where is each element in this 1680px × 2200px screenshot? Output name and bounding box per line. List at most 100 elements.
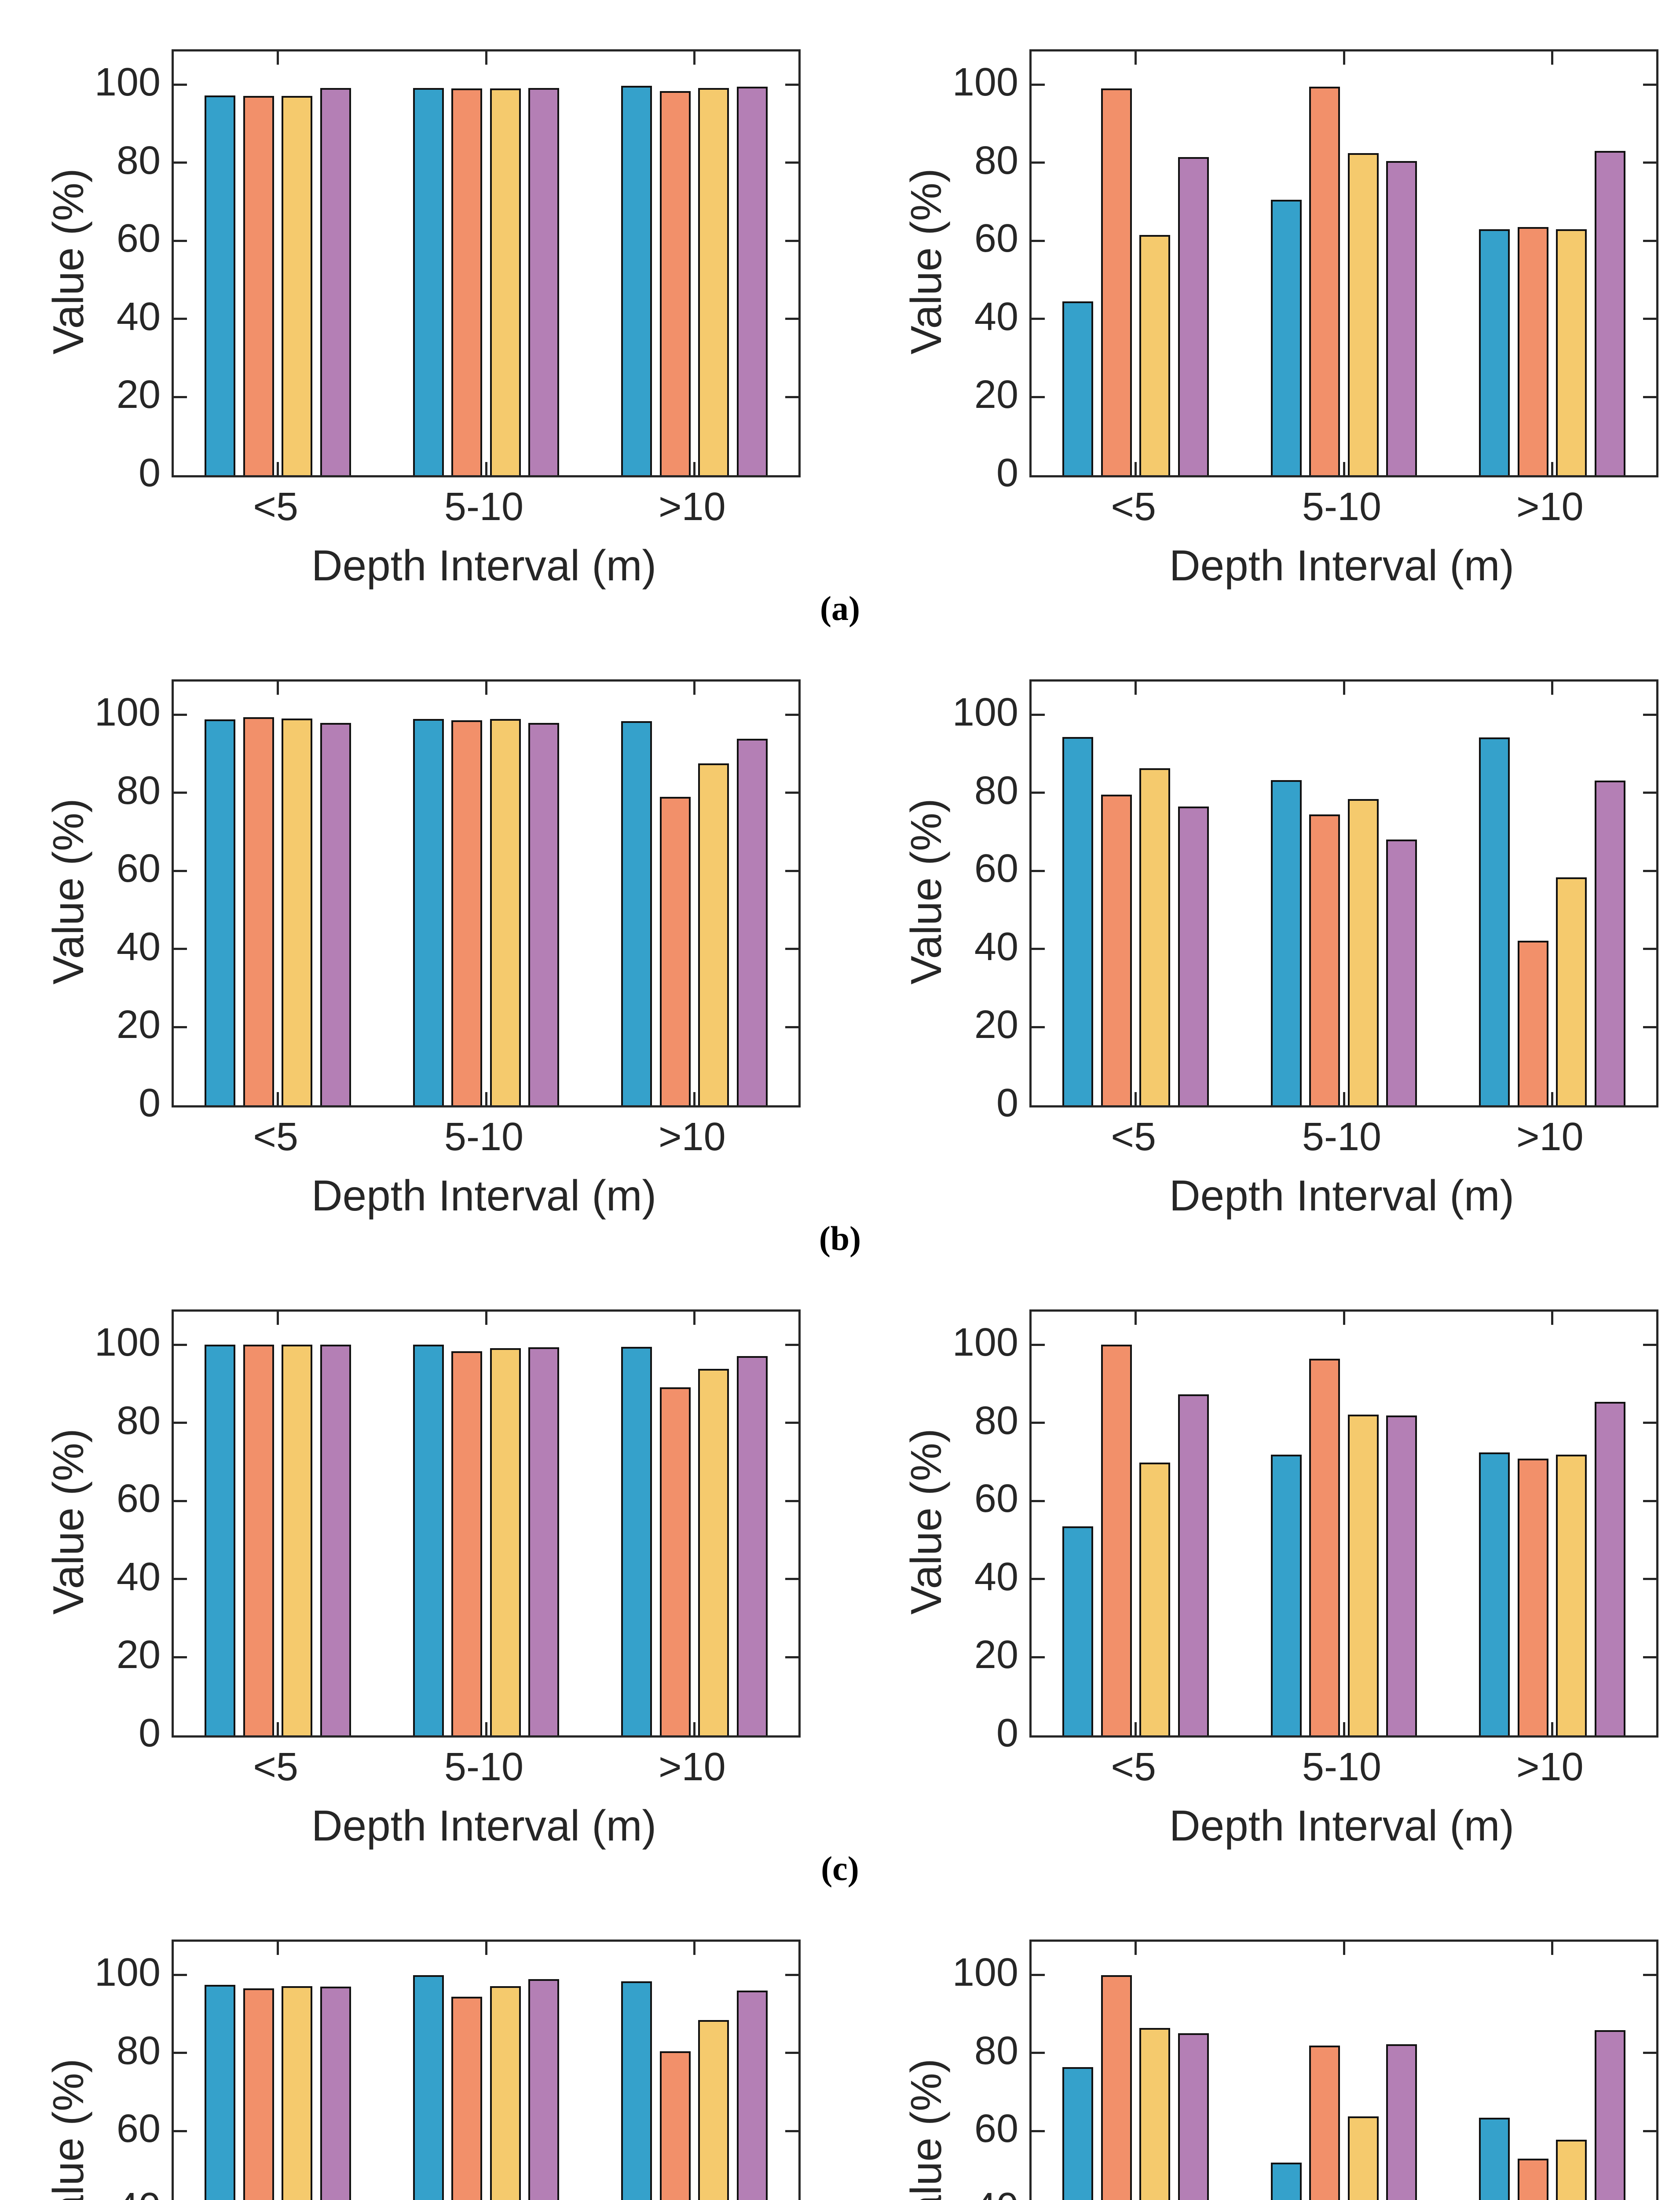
x-tick-label: >10 [1516, 1745, 1584, 1789]
chart-a-right: Value (%) 0 20 40 60 80 100 <5 5-10 >10 Depth Inte… [884, 0, 1676, 630]
x-tick-mark [1135, 1092, 1137, 1105]
y-tick-mark [174, 1973, 187, 1976]
bar-yellow->10 [698, 2020, 729, 2200]
y-tick-mark [1643, 1343, 1656, 1346]
y-tick-mark [785, 948, 798, 950]
y-tick-label: 60 [116, 2107, 161, 2151]
y-tick-mark [785, 396, 798, 398]
x-tick-label: 5-10 [444, 1115, 524, 1159]
x-axis-title: Depth Interval (m) [1169, 1801, 1515, 1850]
y-tick-mark [174, 869, 187, 872]
bar-orange->10 [1517, 2159, 1548, 2200]
bar-orange->10 [659, 796, 691, 1105]
bar-yellow-<5 [282, 1986, 313, 2200]
y-tick-mark [174, 318, 187, 320]
x-tick-mark [277, 1312, 279, 1325]
x-tick-mark [1343, 1722, 1345, 1735]
y-tick-mark [1032, 713, 1045, 716]
x-axis-title: Depth Interval (m) [311, 541, 657, 590]
y-tick-mark [1032, 792, 1045, 794]
y-tick-mark [1032, 161, 1045, 164]
bar-purple->10 [736, 1356, 768, 1735]
bar-yellow-5-10 [490, 1986, 521, 2200]
y-tick-mark [174, 1578, 187, 1580]
bar-blue-<5 [1062, 301, 1094, 475]
y-tick-label: 0 [138, 1711, 161, 1755]
y-tick-label: 80 [974, 2028, 1018, 2073]
y-tick-mark [785, 1656, 798, 1658]
x-tick-label: <5 [1111, 485, 1156, 529]
bar-orange-<5 [243, 1988, 274, 2200]
bar-purple-<5 [1178, 157, 1209, 475]
bar-yellow-<5 [282, 1345, 313, 1735]
y-tick-label: 80 [116, 138, 161, 183]
y-tick-mark [1032, 396, 1045, 398]
x-tick-mark [485, 51, 487, 65]
bar-orange-5-10 [451, 1351, 483, 1735]
x-tick-mark [1551, 1312, 1553, 1325]
bar-yellow-<5 [1139, 2028, 1171, 2200]
y-tick-mark [174, 1422, 187, 1424]
y-tick-mark [1032, 2052, 1045, 2054]
y-tick-mark [1643, 239, 1656, 242]
bar-yellow-<5 [1139, 1462, 1171, 1735]
figure-row-b: Value (%) 0 20 40 60 80 100 <5 5-10 >10 Depth Inte… [0, 630, 1680, 1260]
bar-purple-5-10 [1386, 161, 1417, 475]
y-tick-label: 60 [974, 847, 1018, 891]
y-tick-label: 20 [974, 373, 1018, 417]
bar-yellow->10 [698, 1368, 729, 1735]
bar-purple->10 [736, 1990, 768, 2200]
x-tick-label: >10 [1516, 1115, 1584, 1159]
subfigure-label-c: (c) [821, 1849, 859, 1888]
y-tick-mark [1643, 792, 1656, 794]
y-tick-label: 80 [974, 138, 1018, 183]
x-tick-mark [693, 1092, 695, 1105]
bar-orange-5-10 [451, 1997, 483, 2200]
bar-blue-<5 [205, 719, 236, 1105]
x-tick-mark [1135, 1722, 1137, 1735]
x-tick-mark [1135, 1312, 1137, 1325]
bar-yellow-5-10 [490, 1348, 521, 1735]
y-tick-label: 100 [952, 1320, 1018, 1365]
bar-orange-5-10 [1309, 1359, 1340, 1735]
y-tick-label: 60 [974, 1477, 1018, 1521]
y-tick-label: 40 [908, 2183, 1018, 2200]
bar-blue-5-10 [413, 1345, 444, 1735]
y-tick-mark [785, 83, 798, 86]
x-tick-label: <5 [253, 1745, 298, 1789]
bar-purple->10 [1594, 1402, 1625, 1735]
bar-yellow-<5 [282, 719, 313, 1105]
x-tick-label: >10 [1516, 485, 1584, 529]
y-tick-label: 60 [116, 216, 161, 261]
bar-purple-5-10 [1386, 2044, 1417, 2200]
y-tick-mark [174, 1500, 187, 1502]
y-tick-mark [1643, 83, 1656, 86]
y-tick-mark [1032, 2130, 1045, 2132]
y-tick-mark [1032, 1973, 1045, 1976]
x-tick-mark [1135, 1942, 1137, 1955]
figure-row-c: Value (%) 0 20 40 60 80 100 <5 5-10 >10 Depth Inte… [0, 1260, 1680, 1890]
x-tick-label: 5-10 [1302, 1745, 1382, 1789]
figure-row-a: Value (%) 0 20 40 60 80 100 <5 5-10 >10 Depth Inte… [0, 0, 1680, 630]
y-tick-mark [174, 1026, 187, 1028]
bar-purple->10 [736, 738, 768, 1105]
bar-orange-5-10 [1309, 86, 1340, 475]
plot-area [1029, 49, 1658, 477]
bar-orange-<5 [243, 96, 274, 475]
y-tick-mark [785, 2052, 798, 2054]
bar-orange-5-10 [1309, 2046, 1340, 2200]
y-tick-label: 40 [974, 294, 1018, 339]
y-tick-mark [1032, 318, 1045, 320]
bar-yellow->10 [1556, 229, 1587, 475]
y-tick-mark [1643, 869, 1656, 872]
y-tick-label: 40 [974, 924, 1018, 969]
bar-orange-<5 [1101, 795, 1132, 1105]
x-tick-mark [277, 51, 279, 65]
y-tick-mark [1032, 1343, 1045, 1346]
y-tick-mark [1032, 1422, 1045, 1424]
x-tick-mark [485, 1722, 487, 1735]
x-tick-mark [1551, 1942, 1553, 1955]
x-tick-mark [1343, 462, 1345, 475]
y-tick-mark [1032, 1656, 1045, 1658]
bar-blue->10 [621, 1981, 652, 2200]
